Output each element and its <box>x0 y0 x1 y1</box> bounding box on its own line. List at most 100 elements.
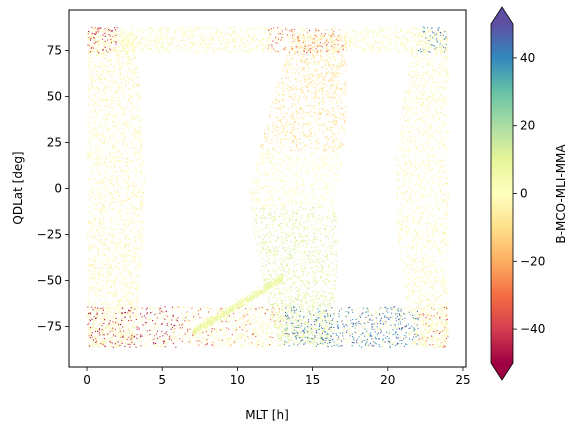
data-point <box>113 92 115 94</box>
data-point <box>106 300 108 302</box>
data-point <box>322 147 324 149</box>
data-point <box>420 308 422 310</box>
data-point <box>403 182 405 184</box>
data-point <box>113 160 115 162</box>
data-point <box>124 284 126 286</box>
data-point <box>424 246 426 248</box>
data-point <box>102 100 104 102</box>
data-point <box>90 87 92 89</box>
data-point <box>447 206 449 208</box>
data-point <box>422 46 424 48</box>
data-point <box>97 65 99 67</box>
data-point <box>282 320 284 322</box>
data-point <box>125 84 127 86</box>
data-point <box>426 50 428 52</box>
data-point <box>435 91 437 93</box>
data-point <box>117 53 119 55</box>
data-point <box>286 59 288 61</box>
data-point <box>440 300 442 302</box>
data-point <box>100 192 102 194</box>
data-point <box>421 258 423 260</box>
data-point <box>135 296 137 298</box>
data-point <box>101 130 103 132</box>
data-point <box>338 73 340 75</box>
data-point <box>111 316 113 318</box>
data-point <box>114 37 116 39</box>
data-point <box>415 230 417 232</box>
data-point <box>417 40 419 42</box>
data-point <box>443 122 445 124</box>
data-point <box>423 281 425 283</box>
data-point <box>121 114 123 116</box>
data-point <box>111 343 113 345</box>
data-point <box>428 205 430 207</box>
data-point <box>108 139 110 141</box>
data-point <box>126 165 128 167</box>
data-point <box>124 296 126 298</box>
data-point <box>422 132 424 134</box>
data-point <box>438 103 440 105</box>
data-point <box>316 236 318 238</box>
data-point <box>436 114 438 116</box>
data-point <box>115 153 117 155</box>
data-point <box>99 314 101 316</box>
data-point <box>422 218 424 220</box>
data-point <box>87 147 89 149</box>
data-point <box>402 149 404 151</box>
data-point <box>91 56 93 58</box>
data-point <box>143 180 145 182</box>
data-point <box>116 292 118 294</box>
data-point <box>433 224 435 226</box>
data-point <box>397 227 399 229</box>
data-point <box>126 182 128 184</box>
data-point <box>110 245 112 247</box>
data-point <box>125 43 127 45</box>
data-point <box>444 114 446 116</box>
data-point <box>142 174 144 176</box>
data-point <box>106 288 108 290</box>
data-point <box>433 336 435 338</box>
data-point <box>431 265 433 267</box>
data-point <box>129 287 131 289</box>
data-point <box>423 87 425 89</box>
data-point <box>418 277 420 279</box>
data-point <box>414 216 416 218</box>
data-point <box>409 80 411 82</box>
data-point <box>94 204 96 206</box>
data-point <box>427 168 429 170</box>
data-point <box>438 208 440 210</box>
data-point <box>119 100 121 102</box>
data-point <box>104 227 106 229</box>
data-point <box>335 67 337 69</box>
data-point <box>92 213 94 215</box>
data-point <box>113 67 115 69</box>
data-point <box>408 231 410 233</box>
data-point <box>128 138 130 140</box>
data-point <box>426 306 428 308</box>
data-point <box>113 190 115 192</box>
data-point <box>327 90 329 92</box>
data-point <box>271 266 273 268</box>
data-point <box>443 287 445 289</box>
data-point <box>122 229 124 231</box>
data-point <box>428 240 430 242</box>
data-point <box>109 49 111 51</box>
data-point <box>115 266 117 268</box>
data-point <box>119 55 121 57</box>
data-point <box>130 170 132 172</box>
data-point <box>141 181 143 183</box>
data-point <box>89 233 91 235</box>
data-point <box>109 281 111 283</box>
data-point <box>286 132 288 134</box>
data-point <box>132 79 134 81</box>
data-point <box>96 311 98 313</box>
data-point <box>117 58 119 60</box>
data-point <box>125 253 127 255</box>
data-point <box>444 209 446 211</box>
data-point <box>441 107 443 109</box>
data-point <box>443 194 445 196</box>
data-point <box>271 271 273 273</box>
data-point <box>93 61 95 63</box>
data-point <box>428 43 430 45</box>
data-point <box>431 255 433 257</box>
